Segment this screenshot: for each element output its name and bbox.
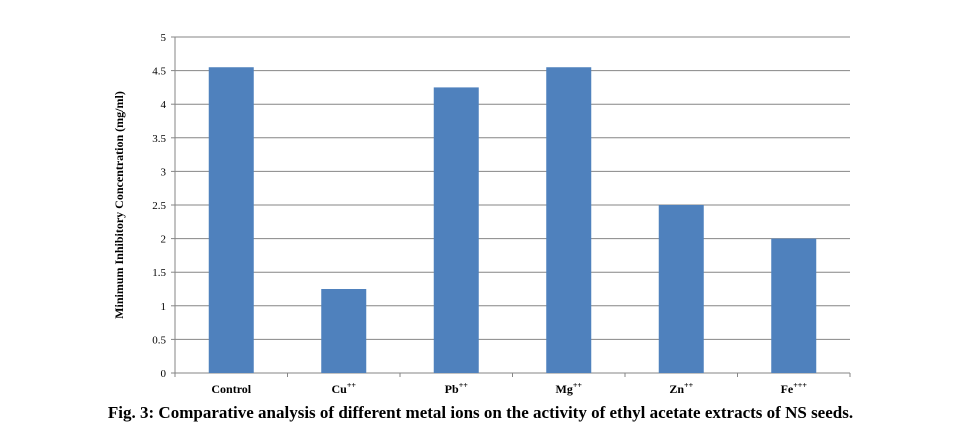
x-tick-label: Cu++: [332, 381, 357, 396]
x-tick-label: Zn++: [669, 381, 693, 396]
axes: [171, 36, 851, 377]
y-tick-label: 0.5: [152, 334, 166, 346]
y-tick-labels: 0 0.5 1 1.5 2 2.5 3 3.5 4 4.5 5: [152, 32, 166, 380]
y-tick-label: 3: [161, 166, 167, 178]
bar-cu: [321, 289, 367, 373]
y-tick-label: 4: [161, 99, 167, 111]
y-axis-label: Minimum Inhibitory Concentration (mg/ml): [112, 91, 126, 319]
y-tick-label: 0: [161, 368, 167, 380]
y-tick-label: 4.5: [152, 66, 166, 78]
x-tick-label: Pb++: [445, 381, 469, 396]
y-tick-label: 3.5: [152, 133, 166, 145]
y-tick-label: 2.5: [152, 200, 166, 212]
y-tick-label: 5: [161, 32, 167, 44]
bar-chart: 0 0.5 1 1.5 2 2.5 3 3.5 4 4.5 5 Control Cu++ Pb++ Mg+…: [112, 32, 851, 396]
y-tick-label: 2: [161, 234, 167, 246]
bars: [208, 67, 817, 374]
x-tick-label: Fe+++: [781, 381, 808, 396]
bar-zn: [658, 205, 704, 373]
x-tick-label: Control: [211, 382, 251, 396]
y-tick-label: 1.5: [152, 267, 166, 279]
bar-pb: [433, 87, 479, 374]
bar-fe: [771, 238, 817, 373]
x-tick-labels: Control Cu++ Pb++ Mg++ Zn++ Fe+++: [211, 381, 807, 396]
y-tick-label: 1: [161, 301, 167, 313]
figure-caption: Fig. 3: Comparative analysis of differen…: [107, 403, 854, 422]
gridlines: [175, 36, 850, 340]
bar-control: [208, 67, 254, 374]
x-tick-label: Mg++: [556, 381, 583, 396]
bar-mg: [546, 67, 592, 374]
